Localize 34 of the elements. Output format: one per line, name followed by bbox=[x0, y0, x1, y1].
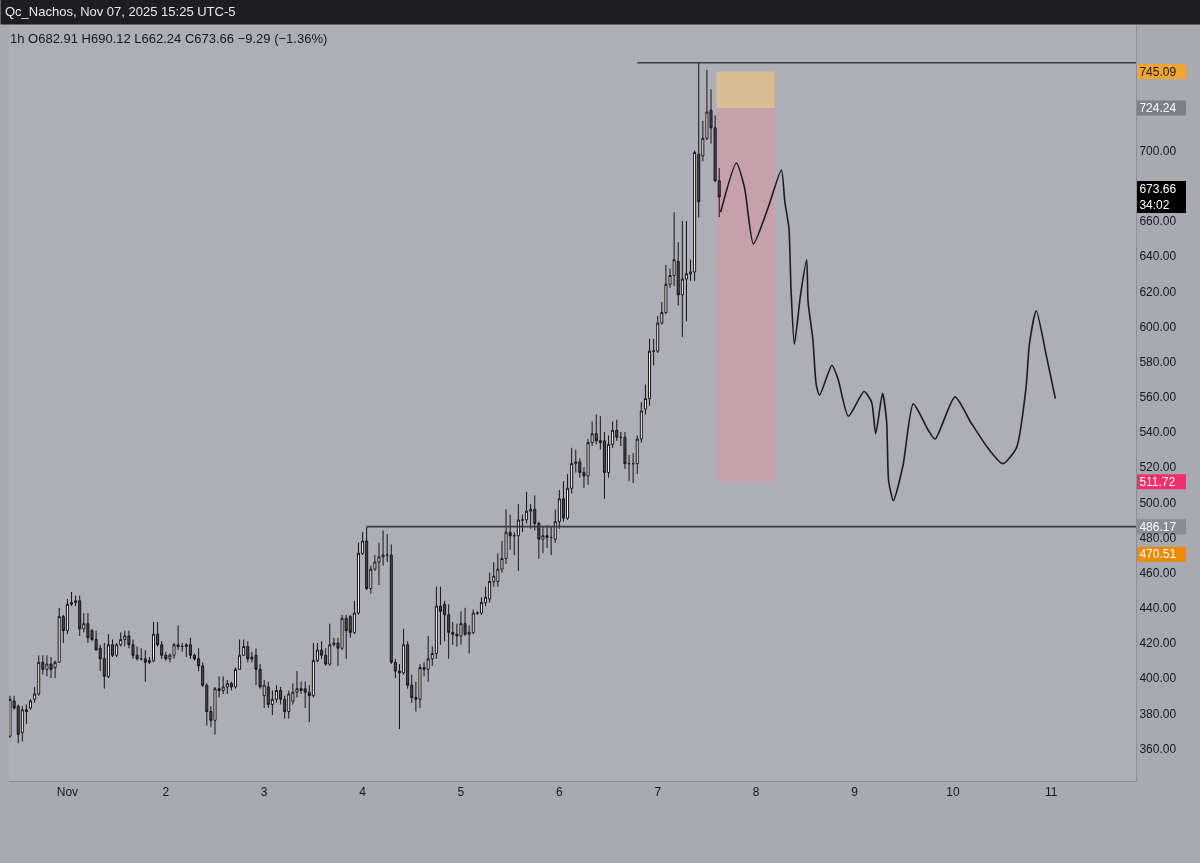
x-tick-label: 4 bbox=[359, 785, 367, 800]
y-tick-label: 620.00 bbox=[1139, 284, 1177, 299]
x-tick-label: 9 bbox=[851, 785, 859, 800]
y-tick-label: 400.00 bbox=[1139, 671, 1177, 686]
x-tick-label: 2 bbox=[162, 785, 170, 800]
x-tick-label: 11 bbox=[1045, 785, 1058, 800]
y-tick-label: 560.00 bbox=[1139, 390, 1177, 405]
y-tick-label: 470.51 bbox=[1139, 547, 1177, 562]
y-tick-label: 580.00 bbox=[1139, 354, 1177, 369]
text: 1h O682.91 H690.12 L662.24 C673.66 −9.29 (−1.36%) bbox=[10, 30, 328, 46]
x-tick-label: 10 bbox=[946, 785, 960, 800]
y-tick-label: 420.00 bbox=[1139, 636, 1177, 651]
y-tick-label: 640.00 bbox=[1139, 249, 1177, 264]
x-tick-label: 6 bbox=[556, 785, 564, 800]
y-tick-label: 440.00 bbox=[1139, 601, 1177, 616]
y-tick-label: 745.09 bbox=[1139, 64, 1177, 79]
x-tick-label: 8 bbox=[752, 785, 760, 800]
y-tick-label: 540.00 bbox=[1139, 425, 1177, 440]
y-tick-label: 380.00 bbox=[1139, 706, 1177, 721]
text: Qc_Nachos, Nov 07, 2025 15:25 UTC-5 bbox=[5, 4, 236, 19]
y-tick-label: 360.00 bbox=[1139, 741, 1177, 756]
x-tick-label: 5 bbox=[457, 785, 465, 800]
x-tick-label: Nov bbox=[56, 785, 79, 800]
y-tick-label: 511.72 bbox=[1139, 474, 1176, 489]
y-tick-label: 500.00 bbox=[1139, 495, 1177, 510]
y-tick-label: 520.00 bbox=[1139, 460, 1177, 475]
y-tick-label: 600.00 bbox=[1139, 319, 1177, 334]
x-tick-label: 7 bbox=[654, 785, 662, 800]
y-tick-label: 673.66 34:02 bbox=[1139, 182, 1177, 213]
x-tick-label: 3 bbox=[260, 785, 268, 800]
y-tick-label: 660.00 bbox=[1139, 214, 1177, 229]
y-tick-label: 460.00 bbox=[1139, 565, 1177, 580]
y-tick-label: 724.24 bbox=[1139, 101, 1177, 116]
y-tick-label: 700.00 bbox=[1139, 143, 1177, 158]
